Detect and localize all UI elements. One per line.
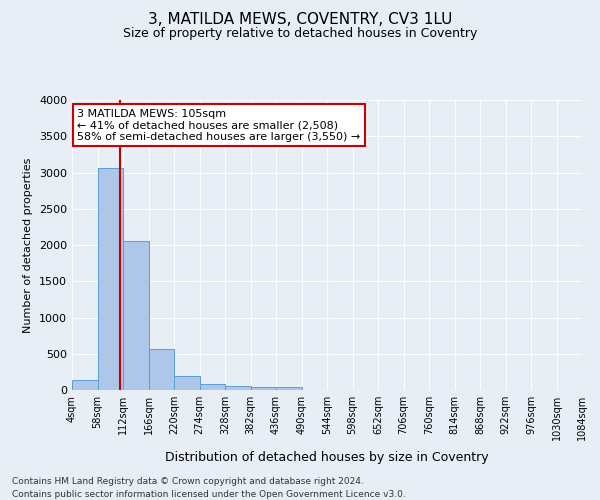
Text: 3 MATILDA MEWS: 105sqm
← 41% of detached houses are smaller (2,508)
58% of semi-: 3 MATILDA MEWS: 105sqm ← 41% of detached… — [77, 108, 361, 142]
Text: Size of property relative to detached houses in Coventry: Size of property relative to detached ho… — [123, 28, 477, 40]
Text: Contains public sector information licensed under the Open Government Licence v3: Contains public sector information licen… — [12, 490, 406, 499]
Y-axis label: Number of detached properties: Number of detached properties — [23, 158, 34, 332]
Bar — [149, 349, 174, 390]
Text: Contains HM Land Registry data © Crown copyright and database right 2024.: Contains HM Land Registry data © Crown c… — [12, 478, 364, 486]
Bar — [72, 380, 97, 390]
Bar — [174, 376, 199, 390]
X-axis label: Distribution of detached houses by size in Coventry: Distribution of detached houses by size … — [165, 451, 489, 464]
Text: 3, MATILDA MEWS, COVENTRY, CV3 1LU: 3, MATILDA MEWS, COVENTRY, CV3 1LU — [148, 12, 452, 28]
Bar — [251, 387, 276, 390]
Bar — [225, 386, 251, 390]
Bar — [123, 240, 149, 390]
Bar — [97, 168, 123, 390]
Bar — [200, 384, 225, 390]
Bar — [276, 386, 302, 390]
